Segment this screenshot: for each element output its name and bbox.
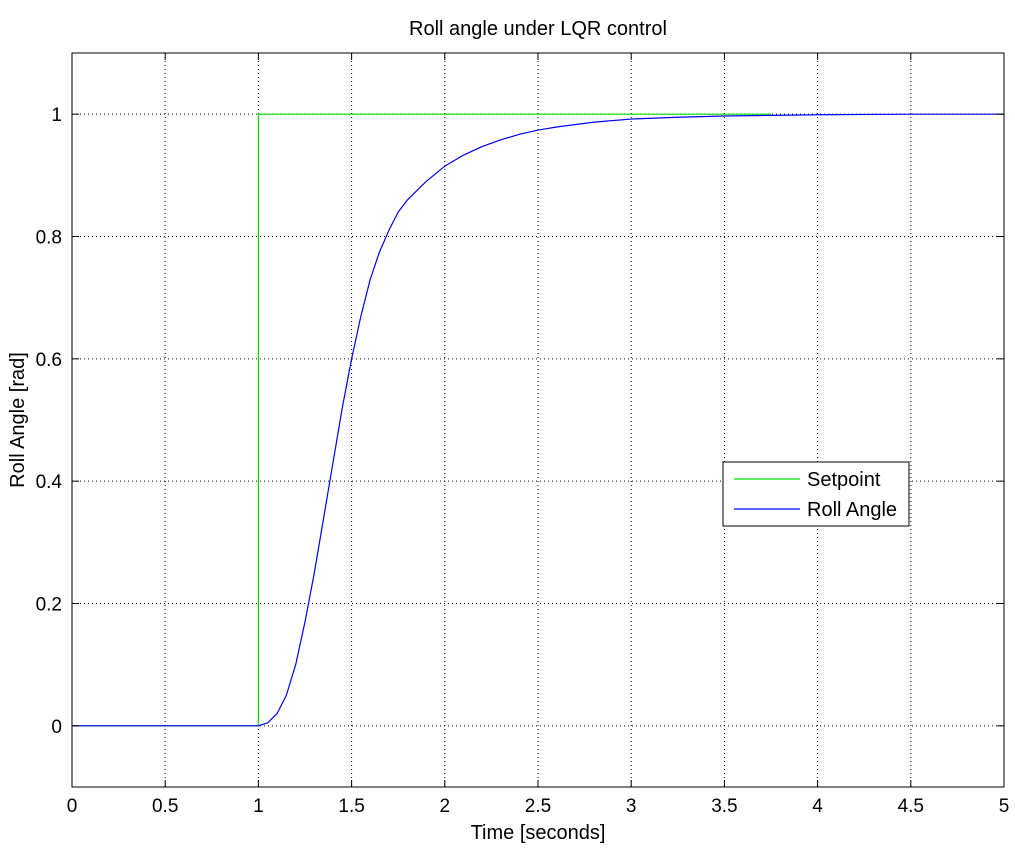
- y-tick-label: 0.6: [36, 350, 62, 371]
- x-tick-label: 2: [440, 796, 451, 817]
- x-tick-label: 1.5: [338, 796, 364, 817]
- x-tick-label: 0: [67, 796, 78, 817]
- y-tick-label: 1: [51, 105, 62, 126]
- x-tick-label: 5: [999, 796, 1010, 817]
- legend-box: [722, 461, 910, 527]
- series-line-roll-angle: [72, 113, 1004, 727]
- x-tick-label: 3: [626, 796, 637, 817]
- x-axis-title: Time [seconds]: [471, 822, 606, 844]
- chart-title: Roll angle under LQR control: [409, 18, 667, 40]
- x-tick-label: 1: [253, 796, 264, 817]
- y-tick-label: 0.4: [36, 472, 63, 493]
- tick-labels: 0 0.5 1 1.5 2 2.5 3 3.5 4 4.5 5 0 0.2 0.4 0.6 0.8 1: [36, 105, 1010, 817]
- data-series: [72, 113, 1004, 727]
- x-tick-label: 0.5: [152, 796, 178, 817]
- legend-label-setpoint: Setpoint: [807, 469, 881, 491]
- x-tick-label: 2.5: [525, 796, 551, 817]
- x-tick-label: 4: [812, 796, 823, 817]
- y-tick-label: 0.2: [36, 595, 62, 616]
- legend: Setpoint Roll Angle: [722, 461, 910, 527]
- axis-ticks: [71, 53, 1005, 787]
- x-tick-label: 4.5: [898, 796, 924, 817]
- y-tick-label: 0.8: [36, 228, 62, 249]
- y-axis-title: Roll Angle [rad]: [7, 352, 29, 488]
- x-tick-label: 3.5: [711, 796, 737, 817]
- y-tick-label: 0: [51, 717, 62, 738]
- legend-label-roll-angle: Roll Angle: [807, 499, 897, 521]
